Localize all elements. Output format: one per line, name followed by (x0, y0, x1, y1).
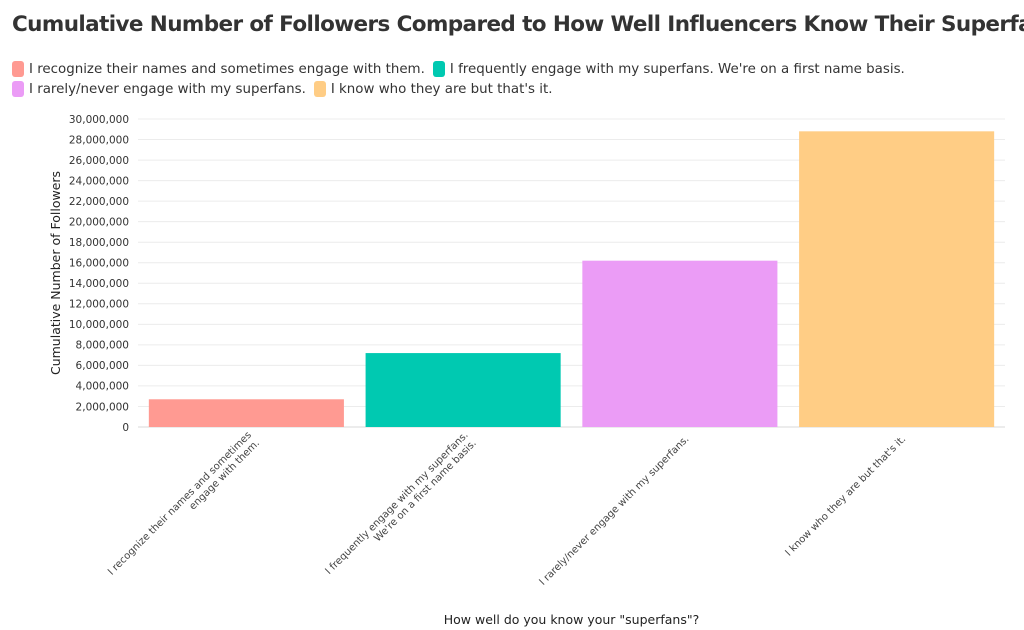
x-tick-label: I know who they are but that's it. (783, 434, 908, 559)
legend-label-recognize: I recognize their names and sometimes en… (29, 61, 425, 77)
y-axis-ticks: 0 2,000,000 4,000,000 6,000,000 8,000,000 10,… (69, 114, 129, 434)
legend-row: I rarely/never engage with my superfans.… (12, 79, 972, 99)
y-tick-label: 18,000,000 (69, 237, 129, 249)
legend-item-know[interactable]: I know who they are but that's it. (313, 81, 553, 97)
legend-item-frequently[interactable]: I frequently engage with my superfans. W… (432, 61, 905, 77)
y-tick-label: 0 (122, 422, 129, 434)
y-axis-title: Cumulative Number of Followers (48, 171, 63, 375)
x-axis-title: How well do you know your "superfans"? (444, 612, 700, 627)
y-tick-label: 16,000,000 (69, 258, 129, 270)
chart-title: Cumulative Number of Followers Compared … (12, 12, 1024, 37)
y-tick-label: 10,000,000 (69, 319, 129, 331)
bar-know[interactable] (799, 131, 995, 427)
y-tick-label: 24,000,000 (69, 175, 129, 187)
y-tick-label: 6,000,000 (76, 360, 129, 372)
y-tick-label: 14,000,000 (69, 278, 129, 290)
legend-swatch-recognize (12, 61, 24, 77)
x-tick-label: I recognize their names and sometimeseng… (106, 430, 262, 586)
bar-rarely[interactable] (582, 260, 778, 427)
legend-label-know: I know who they are but that's it. (330, 81, 553, 97)
legend-item-recognize[interactable]: I recognize their names and sometimes en… (12, 61, 425, 77)
y-tick-label: 20,000,000 (69, 216, 129, 228)
legend-label-rarely: I rarely/never engage with my superfans. (29, 81, 306, 97)
legend-swatch-rarely (12, 81, 24, 97)
x-tick-label: I frequently engage with my superfans.We… (324, 430, 479, 585)
legend: I recognize their names and sometimes en… (12, 59, 972, 99)
y-tick-label: 28,000,000 (69, 134, 129, 146)
bar-recognize[interactable] (148, 399, 344, 427)
y-tick-label: 22,000,000 (69, 196, 129, 208)
y-tick-label: 12,000,000 (69, 299, 129, 311)
y-tick-label: 8,000,000 (76, 340, 129, 352)
x-tick-label: I rarely/never engage with my superfans. (537, 434, 691, 588)
legend-item-rarely[interactable]: I rarely/never engage with my superfans. (12, 81, 306, 97)
y-tick-label: 30,000,000 (69, 114, 129, 126)
legend-swatch-frequently (432, 61, 445, 77)
legend-label-frequently: I frequently engage with my superfans. W… (449, 61, 905, 77)
y-tick-label: 4,000,000 (76, 381, 129, 393)
legend-swatch-know (313, 81, 326, 97)
y-tick-label: 2,000,000 (76, 401, 129, 413)
y-tick-label: 26,000,000 (69, 155, 129, 167)
x-axis-ticks: I recognize their names and sometimeseng… (106, 430, 908, 588)
bar-frequently[interactable] (365, 353, 561, 427)
bars (148, 131, 995, 427)
legend-row: I recognize their names and sometimes en… (12, 59, 972, 79)
